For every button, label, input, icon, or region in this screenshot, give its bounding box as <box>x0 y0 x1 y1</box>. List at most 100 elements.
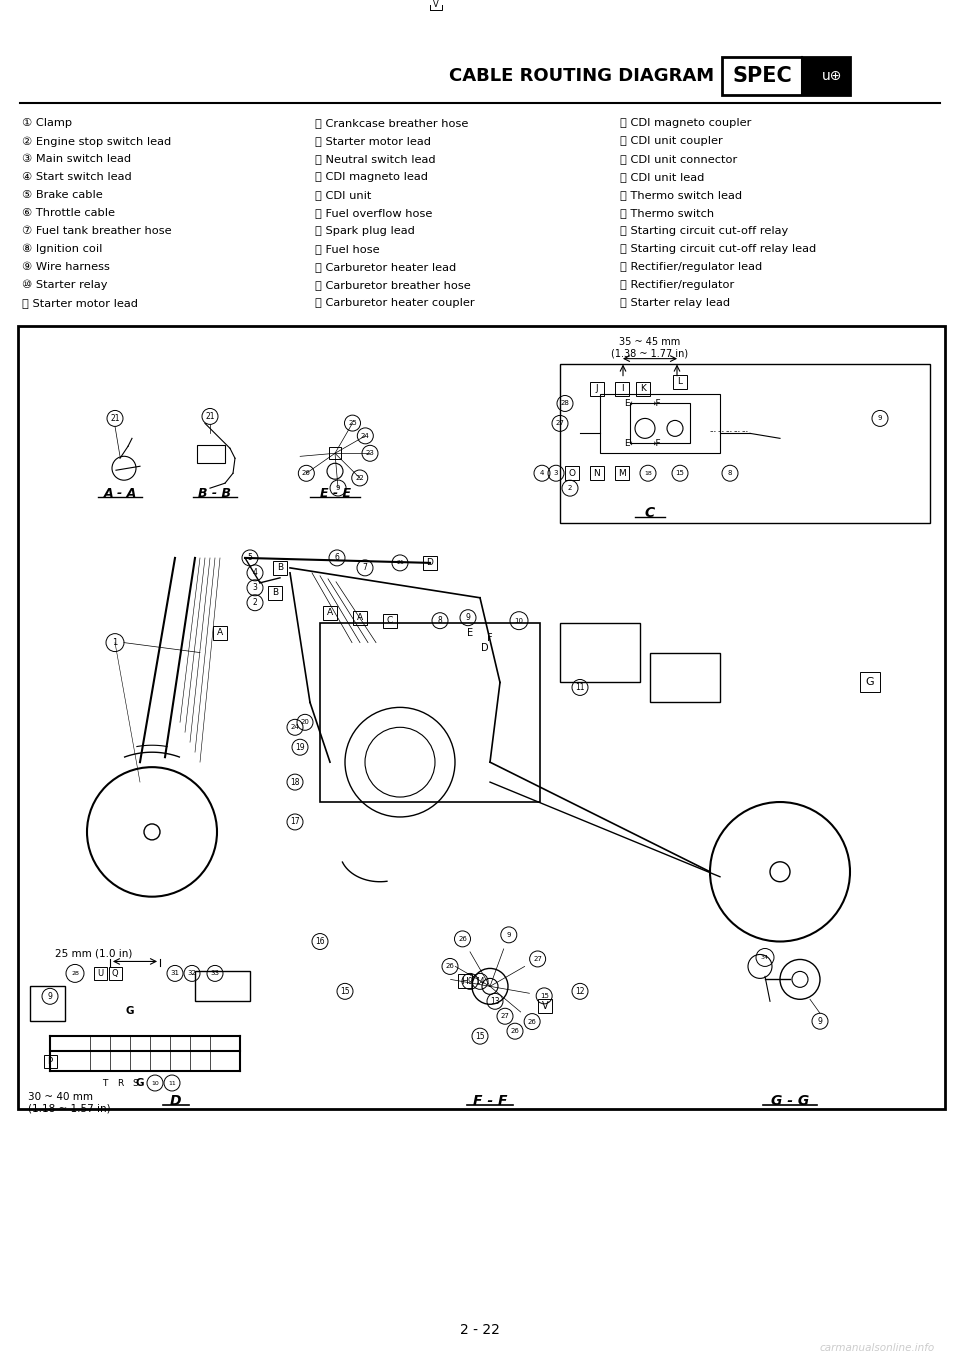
Text: CABLE ROUTING DIAGRAM: CABLE ROUTING DIAGRAM <box>449 67 714 84</box>
Text: ⑤ Brake cable: ⑤ Brake cable <box>22 190 103 200</box>
Text: U: U <box>97 968 103 978</box>
Text: ⑫ Crankcase breather hose: ⑫ Crankcase breather hose <box>315 118 468 129</box>
Text: C: C <box>387 617 394 625</box>
Bar <box>636 382 650 395</box>
Bar <box>650 653 720 702</box>
Text: 27: 27 <box>533 956 542 961</box>
Text: 26: 26 <box>301 470 311 477</box>
Text: ⑺ Thermo switch lead: ⑺ Thermo switch lead <box>620 190 742 200</box>
Bar <box>320 623 540 803</box>
Text: 25: 25 <box>348 420 357 426</box>
Text: 12: 12 <box>575 987 585 995</box>
Bar <box>383 614 397 627</box>
Bar <box>108 967 122 980</box>
Text: O: O <box>568 469 575 478</box>
Bar <box>18 326 945 1109</box>
Text: ⑸ CDI unit connector: ⑸ CDI unit connector <box>620 155 737 164</box>
Text: 2 - 22: 2 - 22 <box>460 1323 500 1338</box>
Text: 31: 31 <box>171 971 180 976</box>
Text: 9: 9 <box>507 932 511 938</box>
Text: 6: 6 <box>335 554 340 562</box>
Text: L: L <box>678 378 683 386</box>
Bar <box>538 999 552 1013</box>
Text: 5: 5 <box>248 554 252 562</box>
Text: 15: 15 <box>540 993 548 999</box>
Text: E - E: E - E <box>320 486 350 500</box>
Text: 9: 9 <box>818 1017 823 1025</box>
Text: ⑵ Carburetor heater coupler: ⑵ Carburetor heater coupler <box>315 297 474 308</box>
Bar <box>323 606 337 619</box>
Bar <box>630 403 690 443</box>
Text: 16: 16 <box>315 937 324 947</box>
Text: 8: 8 <box>438 617 443 625</box>
Bar <box>590 466 604 481</box>
Text: G - G: G - G <box>771 1095 809 1108</box>
Text: 22: 22 <box>355 475 364 481</box>
Bar <box>423 555 437 570</box>
Text: D: D <box>481 642 489 653</box>
Text: 10: 10 <box>515 618 523 623</box>
Text: F - F: F - F <box>472 1095 507 1108</box>
Text: ⑧ Ignition coil: ⑧ Ignition coil <box>22 244 103 254</box>
Bar <box>273 561 287 574</box>
Text: ⑭ Neutral switch lead: ⑭ Neutral switch lead <box>315 155 436 164</box>
Text: 26: 26 <box>528 1018 537 1024</box>
Text: G: G <box>126 1006 134 1016</box>
Text: J: J <box>596 384 598 392</box>
Text: 9: 9 <box>466 614 470 622</box>
Text: ⑾ Rectifier/regulator lead: ⑾ Rectifier/regulator lead <box>620 262 762 272</box>
Text: D: D <box>426 558 433 568</box>
Text: 30 ~ 40 mm: 30 ~ 40 mm <box>28 1092 93 1101</box>
Text: N: N <box>593 469 600 478</box>
Text: A: A <box>357 614 363 622</box>
Text: 21: 21 <box>396 561 404 565</box>
Bar <box>590 382 604 395</box>
Text: ④ Start switch lead: ④ Start switch lead <box>22 172 132 182</box>
Text: carmanualsonline.info: carmanualsonline.info <box>820 1343 935 1353</box>
Text: 2: 2 <box>252 599 257 607</box>
Text: 11: 11 <box>168 1081 176 1085</box>
Bar <box>565 466 579 481</box>
Text: (1.18 ~ 1.57 in): (1.18 ~ 1.57 in) <box>28 1104 110 1114</box>
Text: V: V <box>541 1001 548 1012</box>
Text: ⑹ CDI unit lead: ⑹ CDI unit lead <box>620 172 705 182</box>
Bar <box>722 57 850 95</box>
Text: 9: 9 <box>336 485 340 492</box>
Bar <box>353 611 367 625</box>
Text: B - B: B - B <box>199 486 231 500</box>
Text: P: P <box>47 1057 53 1066</box>
Text: ⒀ Starter relay lead: ⒀ Starter relay lead <box>620 297 731 308</box>
Text: G: G <box>866 678 875 687</box>
Text: 20: 20 <box>300 720 309 725</box>
Text: ⑯ CDI unit: ⑯ CDI unit <box>315 190 372 200</box>
Text: ⑳ Carburetor heater lead: ⑳ Carburetor heater lead <box>315 262 456 272</box>
Text: 8: 8 <box>728 470 732 477</box>
Text: 33: 33 <box>210 971 220 976</box>
Text: 1: 1 <box>112 638 118 648</box>
Bar <box>30 986 65 1021</box>
Text: E←: E← <box>624 439 637 448</box>
Text: 24: 24 <box>291 724 300 731</box>
Text: ⑥ Throttle cable: ⑥ Throttle cable <box>22 208 115 219</box>
Text: M: M <box>618 469 626 478</box>
Text: C: C <box>645 507 655 520</box>
Text: ⑼ Starting circuit cut-off relay: ⑼ Starting circuit cut-off relay <box>620 225 788 236</box>
Text: ⑷ CDI unit coupler: ⑷ CDI unit coupler <box>620 136 723 147</box>
Text: SPEC: SPEC <box>732 65 792 86</box>
Bar <box>802 57 850 95</box>
Text: 25 mm (1.0 in): 25 mm (1.0 in) <box>55 948 132 959</box>
Text: 27: 27 <box>500 1013 510 1020</box>
Bar <box>615 382 629 395</box>
Text: 15: 15 <box>340 987 349 995</box>
Text: 3: 3 <box>554 470 559 477</box>
Text: ⑨ Wire harness: ⑨ Wire harness <box>22 262 109 272</box>
Text: ⑽ Starting circuit cut-off relay lead: ⑽ Starting circuit cut-off relay lead <box>620 244 816 254</box>
Text: E: E <box>467 627 473 638</box>
Text: 34: 34 <box>761 955 769 960</box>
Text: →F: →F <box>649 399 661 407</box>
Text: 10: 10 <box>151 1081 158 1085</box>
Text: 23: 23 <box>366 451 374 456</box>
Text: ⑪ Starter motor lead: ⑪ Starter motor lead <box>22 297 138 308</box>
Bar <box>195 971 250 1001</box>
Text: ⑻ Thermo switch: ⑻ Thermo switch <box>620 208 714 219</box>
